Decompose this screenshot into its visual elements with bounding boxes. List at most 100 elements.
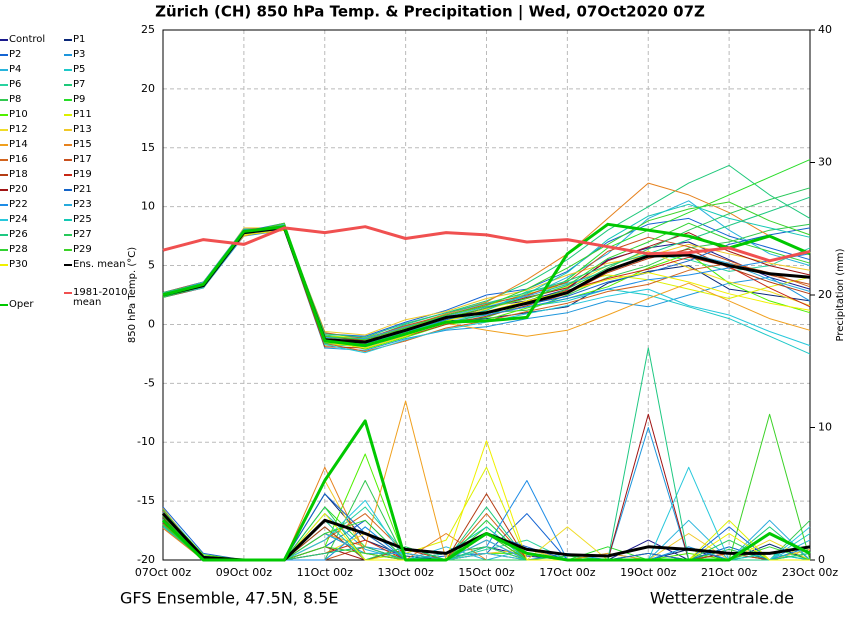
temp-line xyxy=(162,225,811,263)
legend-item: P16 xyxy=(0,155,69,165)
precip-line xyxy=(161,419,811,562)
legend-swatch xyxy=(0,204,8,206)
legend-label: Control xyxy=(9,34,46,45)
y-tick-label: 20 xyxy=(141,82,155,95)
legend-item: P12 xyxy=(0,125,69,135)
legend-swatch xyxy=(0,234,8,236)
legend-label: P18 xyxy=(9,169,28,180)
legend-label: P5 xyxy=(73,64,86,75)
legend-item: P22 xyxy=(0,200,69,210)
legend-item: P9 xyxy=(64,95,133,105)
legend-label: P25 xyxy=(73,214,92,225)
legend-item: Ens. mean xyxy=(64,260,133,270)
legend-item: Oper xyxy=(0,300,69,310)
legend-label: P30 xyxy=(9,259,28,270)
x-tick-label: 07Oct 00z xyxy=(135,566,192,579)
legend-item: P27 xyxy=(64,230,133,240)
legend-label: P29 xyxy=(73,244,92,255)
legend-item: P19 xyxy=(64,170,133,180)
y-tick-label: -15 xyxy=(137,494,155,507)
y-tick-label: 15 xyxy=(141,141,155,154)
y-axis-label: 850 hPa Temp. (°C) xyxy=(127,247,138,343)
legend-item: P5 xyxy=(64,65,133,75)
legend-label: P8 xyxy=(9,94,22,105)
y-tick-label: -20 xyxy=(137,553,155,566)
legend-label: P7 xyxy=(73,79,86,90)
y2-tick-label: 20 xyxy=(818,288,832,301)
legend-swatch xyxy=(0,219,8,221)
legend-swatch xyxy=(0,249,8,251)
legend-swatch xyxy=(64,219,72,221)
chart-title: Zürich (CH) 850 hPa Temp. & Precipitatio… xyxy=(155,3,705,22)
legend-label: P10 xyxy=(9,109,28,120)
x-tick-label: 21Oct 00z xyxy=(701,566,758,579)
y-tick-label: 10 xyxy=(141,200,155,213)
legend-item: 1981-2010 mean xyxy=(64,288,131,308)
legend-swatch xyxy=(0,129,8,131)
y-tick-label: 5 xyxy=(148,259,155,272)
legend-label: P22 xyxy=(9,199,28,210)
legend-item: P14 xyxy=(0,140,69,150)
footer-left: GFS Ensemble, 47.5N, 8.5E xyxy=(120,589,339,608)
legend-label: P28 xyxy=(9,244,28,255)
x-tick-label: 17Oct 00z xyxy=(539,566,596,579)
legend-item: Control xyxy=(0,35,69,45)
legend-item: P26 xyxy=(0,230,69,240)
legend-label: P2 xyxy=(9,49,22,60)
temp-line xyxy=(162,228,811,347)
legend-swatch xyxy=(64,189,72,191)
legend-item: P25 xyxy=(64,215,133,225)
legend-item: P15 xyxy=(64,140,133,150)
legend-swatch xyxy=(0,189,8,191)
legend-swatch xyxy=(64,114,72,116)
legend-label: P13 xyxy=(73,124,92,135)
legend-item: P8 xyxy=(0,95,69,105)
legend-label: P4 xyxy=(9,64,22,75)
legend-swatch xyxy=(0,174,8,176)
legend-label: P26 xyxy=(9,229,28,240)
legend-swatch xyxy=(0,264,8,266)
legend-swatch xyxy=(64,292,72,294)
legend-swatch xyxy=(64,129,72,131)
x-axis-label: Date (UTC) xyxy=(459,584,514,595)
legend-label: P9 xyxy=(73,94,86,105)
legend-item: P7 xyxy=(64,80,133,90)
y-tick-label: -5 xyxy=(144,376,155,389)
legend-swatch xyxy=(0,159,8,161)
legend-item: P30 xyxy=(0,260,69,270)
legend-item: P21 xyxy=(64,185,133,195)
legend-swatch xyxy=(0,99,8,101)
legend-label: P17 xyxy=(73,154,92,165)
temp-line xyxy=(162,222,811,348)
legend-item: P23 xyxy=(64,200,133,210)
legend-label: P11 xyxy=(73,109,92,120)
legend-label: P15 xyxy=(73,139,92,150)
x-tick-label: 23Oct 00z xyxy=(782,566,839,579)
legend-item: P4 xyxy=(0,65,69,75)
legend-swatch xyxy=(0,54,8,56)
legend-swatch xyxy=(64,99,72,101)
legend-label: P21 xyxy=(73,184,92,195)
x-tick-label: 13Oct 00z xyxy=(377,566,434,579)
y2-tick-label: 10 xyxy=(818,421,832,434)
legend-item: P18 xyxy=(0,170,69,180)
legend-item: P1 xyxy=(64,35,133,45)
legend-label: Oper xyxy=(9,299,34,310)
legend-swatch xyxy=(64,54,72,56)
legend-swatch xyxy=(64,174,72,176)
legend-label: P16 xyxy=(9,154,28,165)
x-tick-label: 09Oct 00z xyxy=(216,566,273,579)
y2-tick-label: 0 xyxy=(818,553,825,566)
legend-label: P19 xyxy=(73,169,92,180)
legend-swatch xyxy=(64,234,72,236)
legend-item: P29 xyxy=(64,245,133,255)
legend-item: P13 xyxy=(64,125,133,135)
x-tick-label: 11Oct 00z xyxy=(297,566,354,579)
legend-label: P14 xyxy=(9,139,28,150)
temp-line xyxy=(162,201,811,341)
y-tick-label: -10 xyxy=(137,435,155,448)
legend-label: Ens. mean xyxy=(73,259,126,270)
legend-item: P11 xyxy=(64,110,133,120)
